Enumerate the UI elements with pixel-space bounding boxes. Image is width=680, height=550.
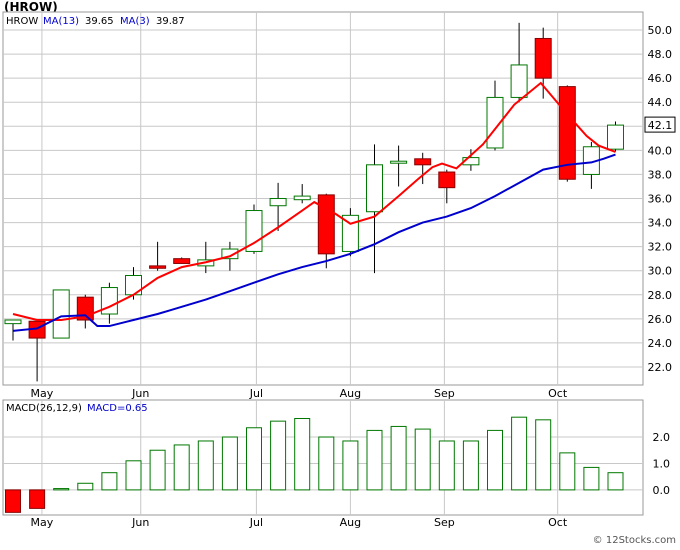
price-tick-label: 40.0 — [648, 144, 673, 157]
month-label: Oct — [548, 387, 568, 400]
macd-bar — [221, 436, 238, 491]
month-label: May — [31, 387, 54, 400]
month-label: May — [31, 516, 54, 529]
candle-up — [607, 124, 624, 150]
macd-bar — [149, 449, 166, 491]
candle-down — [149, 265, 167, 269]
candle-up — [462, 157, 480, 166]
price-tick-label: 38.0 — [648, 168, 673, 181]
candle-up — [366, 164, 383, 213]
macd-bar — [294, 418, 311, 491]
macd-bar — [559, 452, 576, 491]
ma13-line — [12, 153, 616, 332]
price-tick-label: 32.0 — [648, 241, 673, 254]
macd-bar — [29, 489, 46, 509]
legend-symbol: HROW — [6, 16, 38, 27]
macd-bar — [270, 420, 287, 491]
candle-down — [414, 158, 432, 166]
candle-up — [341, 214, 359, 252]
price-tick-label: 26.0 — [648, 313, 673, 326]
macd-bar — [125, 460, 142, 491]
price-tick-label: 36.0 — [648, 193, 673, 206]
macd-bar — [101, 472, 118, 491]
macd-bar — [77, 482, 94, 491]
price-tick-label: 50.0 — [648, 24, 673, 37]
price-tick-label: 44.0 — [648, 96, 673, 109]
candle-up — [221, 248, 239, 260]
last-price-box — [644, 116, 676, 133]
macd-bar — [487, 429, 503, 491]
macd-bar — [414, 428, 431, 491]
price-tick-label: 34.0 — [648, 217, 673, 230]
macd-bar — [5, 489, 21, 513]
price-tick-label: 46.0 — [648, 72, 673, 85]
ma3-line — [12, 81, 616, 322]
macd-bar — [511, 416, 528, 491]
macd-tick-label: 2.0 — [653, 431, 671, 444]
last-price-label: 42.1 — [648, 119, 673, 132]
macd-bar — [390, 425, 407, 491]
candle-up — [390, 160, 408, 164]
price-tick-label: 22.0 — [648, 361, 673, 374]
month-label: Aug — [340, 516, 361, 529]
month-label: Aug — [340, 387, 361, 400]
candle-down — [317, 194, 335, 255]
candle-up — [269, 198, 287, 207]
macd-bar — [197, 440, 214, 491]
macd-bar — [173, 444, 190, 491]
legend-ma13-label: MA(13) — [43, 16, 79, 27]
macd-bar — [607, 472, 624, 491]
candle-down — [438, 171, 456, 189]
macd-bar — [438, 440, 455, 491]
price-tick-label: 28.0 — [648, 289, 673, 302]
price-tick-label: 30.0 — [648, 265, 673, 278]
month-label: Jun — [131, 516, 149, 529]
month-label: Sep — [434, 387, 455, 400]
macd-bar — [342, 440, 359, 491]
candle-up — [4, 319, 22, 325]
macd-bar — [583, 466, 600, 491]
macd-legend-value: MACD=0.65 — [87, 403, 148, 414]
macd-bar — [462, 440, 479, 491]
candle-down — [173, 258, 191, 264]
macd-legend-label: MACD(26,12,9) — [6, 403, 82, 414]
ticker-title: (HROW) — [4, 0, 58, 14]
price-tick-label: 48.0 — [648, 48, 673, 61]
macd-bar — [246, 427, 262, 491]
candle-up — [510, 64, 528, 98]
month-label: Jun — [131, 387, 149, 400]
macd-bar — [535, 419, 552, 491]
macd-tick-label: 1.0 — [653, 457, 671, 470]
price-tick-label: 24.0 — [648, 337, 673, 350]
month-label: Jul — [249, 387, 263, 400]
legend-ma3-label: MA(3) — [120, 16, 150, 27]
candle-down — [534, 37, 552, 79]
legend-ma13-value: 39.65 — [85, 16, 114, 27]
macd-tick-label: 0.0 — [653, 484, 671, 497]
watermark: © 12Stocks.com — [592, 535, 676, 546]
month-label: Sep — [434, 516, 455, 529]
candle-up — [52, 289, 70, 339]
macd-bar — [53, 488, 70, 491]
legend-ma3-value: 39.87 — [156, 16, 185, 27]
month-label: Oct — [548, 516, 568, 529]
candle-up — [293, 195, 311, 201]
month-label: Jul — [249, 516, 263, 529]
macd-bar — [366, 429, 383, 491]
macd-bar — [318, 436, 335, 491]
